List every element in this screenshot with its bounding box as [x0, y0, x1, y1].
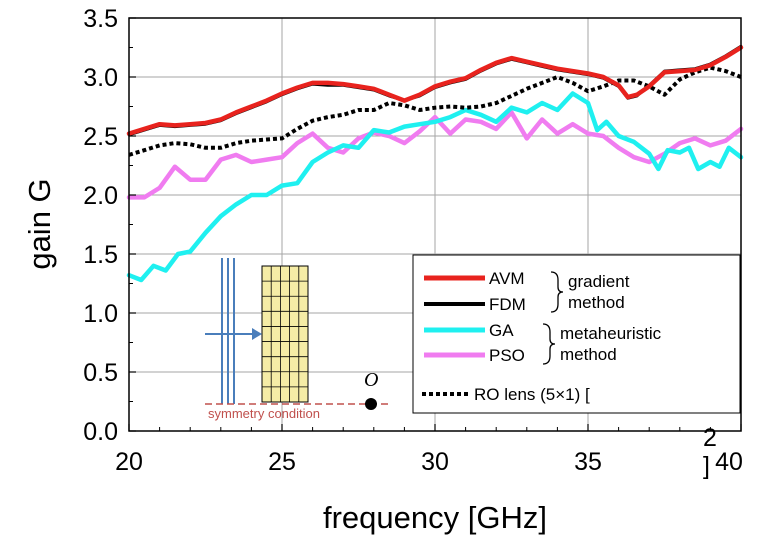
axis-ticks [128, 17, 742, 432]
y-tick-label: 3.5 [83, 5, 118, 33]
origin-point [365, 398, 377, 410]
y-axis-title: gain G [22, 178, 57, 269]
origin-label: O [364, 369, 378, 391]
x-tick-label: 35 [574, 448, 602, 476]
ref-closing-bracket: ] [703, 452, 710, 480]
series-line-pso [126, 110, 744, 200]
x-axis-title: frequency [GHz] [323, 500, 547, 535]
brace-metaheuristic-icon [542, 323, 556, 365]
legend: AVM FDM GA PSO RO lens (5×1) [ gradient … [412, 254, 741, 414]
axis-tick-labels: 20 25 30 35 40 0.0 0.5 1.0 1.5 2.0 2.5 3.0 3.5 [83, 5, 743, 476]
legend-label-ga: GA [489, 321, 514, 340]
ref-superscript: 2 [703, 424, 717, 452]
y-tick-label: 3.0 [83, 64, 118, 92]
y-tick-label: 2.0 [83, 182, 118, 210]
legend-label-avm: AVM [489, 269, 525, 288]
y-tick-label: 1.0 [83, 300, 118, 328]
brace-gradient-icon [550, 271, 564, 313]
lens-inset-illustration: symmetry condition O [205, 258, 392, 421]
symmetry-condition-label: symmetry condition [208, 406, 320, 421]
legend-label-ro-lens: RO lens (5×1) [ [474, 385, 590, 404]
y-tick-label: 0.0 [83, 418, 118, 446]
legend-box [412, 254, 741, 414]
group-label-gradient-method: method [568, 293, 625, 312]
legend-label-fdm: FDM [489, 295, 526, 314]
group-label-gradient: gradient [568, 272, 630, 291]
lens-cell-lines [262, 266, 308, 402]
grid-lines [129, 18, 741, 431]
x-tick-label: 30 [421, 448, 449, 476]
x-tick-label: 20 [115, 448, 143, 476]
arrow-head-icon [252, 328, 262, 340]
series-line-ro [128, 65, 742, 157]
series-layer [126, 44, 744, 283]
y-tick-label: 0.5 [83, 359, 118, 387]
group-label-metaheuristic: metaheuristic [560, 324, 662, 343]
lens-grid-block [261, 265, 309, 403]
x-tick-label: 25 [268, 448, 296, 476]
group-label-metaheuristic-method: method [560, 345, 617, 364]
legend-label-pso: PSO [489, 346, 525, 365]
series-line-ga [126, 91, 744, 283]
x-tick-label: 40 [715, 448, 743, 476]
y-tick-label: 1.5 [83, 241, 118, 269]
series-line-avm [126, 45, 744, 136]
y-tick-label: 2.5 [83, 123, 118, 151]
